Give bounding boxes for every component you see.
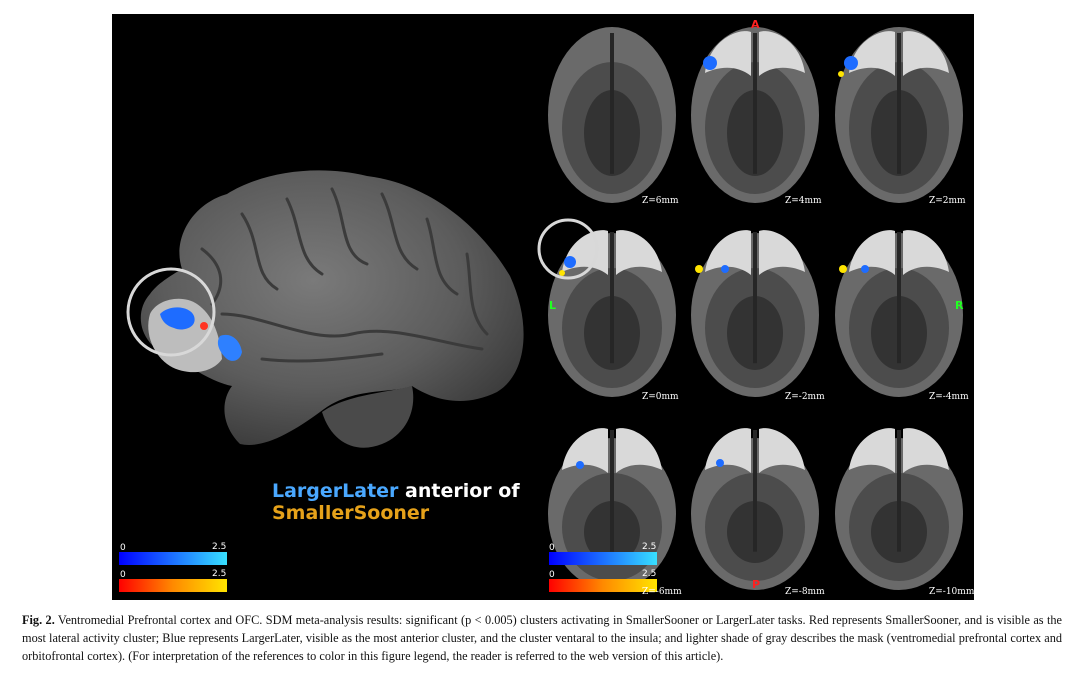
orientation-posterior: P xyxy=(752,578,761,591)
brain-3d-render xyxy=(126,170,524,448)
highlight-circle-3d xyxy=(126,267,216,357)
colorbar-blue-left xyxy=(119,552,227,565)
yellow-cluster xyxy=(559,270,565,276)
legend-smallersooner: SmallerSooner xyxy=(272,502,430,524)
legend-anterior-of: anterior of xyxy=(398,480,520,502)
overlay-legend: LargerLater anterior of SmallerSooner xyxy=(272,480,520,524)
cortex-surface xyxy=(140,170,524,445)
slice-z-label: Z=-2mm xyxy=(785,392,825,402)
colorbar-blue-left-max: 2.5 xyxy=(212,542,227,552)
slice-z-label: Z=0mm xyxy=(642,392,679,402)
axial-slice xyxy=(835,27,963,203)
slice-z-label: Z=-6mm xyxy=(642,587,682,597)
figure-caption: Fig. 2. Ventromedial Prefrontal cortex a… xyxy=(22,611,1062,666)
orientation-anterior: A xyxy=(751,18,760,31)
orientation-left: L xyxy=(549,299,557,312)
blue-cluster xyxy=(721,265,729,273)
slice-z-label: Z=6mm xyxy=(642,196,679,206)
colorbar-red-right-max: 2.5 xyxy=(642,569,657,579)
caption-text: Ventromedial Prefrontal cortex and OFC. … xyxy=(22,613,1062,664)
blue-cluster-anterior xyxy=(160,307,195,330)
blue-cluster xyxy=(716,459,724,467)
yellow-cluster xyxy=(838,71,844,77)
red-cluster xyxy=(200,322,208,330)
axial-slice xyxy=(548,27,676,203)
cerebellum xyxy=(322,386,414,448)
figure-panel: LargerLater anterior of SmallerSooner 0 … xyxy=(112,14,974,600)
axial-slice xyxy=(835,230,963,397)
yellow-cluster xyxy=(839,265,847,273)
colorbar-red-left-min: 0 xyxy=(120,570,126,580)
orientation-right: R xyxy=(955,299,964,312)
caption-label: Fig. 2. xyxy=(22,613,55,627)
blue-cluster xyxy=(861,265,869,273)
colorbar-blue-right-max: 2.5 xyxy=(642,542,657,552)
axial-slice xyxy=(835,428,963,590)
colorbar-blue-right xyxy=(549,552,657,565)
slice-z-label: Z=4mm xyxy=(785,196,822,206)
axial-slice xyxy=(691,428,819,590)
blue-cluster xyxy=(576,461,584,469)
highlight-circle-slice xyxy=(537,218,599,280)
axial-slice xyxy=(691,230,819,397)
legend-largerlater: LargerLater xyxy=(272,480,399,502)
blue-cluster xyxy=(564,256,576,268)
axial-slice xyxy=(548,230,676,397)
slice-z-label: Z=-8mm xyxy=(785,587,825,597)
yellow-cluster xyxy=(695,265,703,273)
colorbar-blue-right-min: 0 xyxy=(549,543,555,553)
blue-cluster xyxy=(844,56,858,70)
blue-cluster xyxy=(703,56,717,70)
colorbar-red-right-min: 0 xyxy=(549,570,555,580)
slice-z-label: Z=2mm xyxy=(929,196,966,206)
colorbar-red-left-max: 2.5 xyxy=(212,569,227,579)
colorbar-red-left xyxy=(119,579,227,592)
slice-z-label: Z=-4mm xyxy=(929,392,969,402)
colorbar-blue-left-min: 0 xyxy=(120,543,126,553)
axial-slice xyxy=(548,428,676,590)
axial-slice xyxy=(691,27,819,203)
blue-cluster-insula xyxy=(217,334,242,361)
slice-z-label: Z=-10mm xyxy=(929,587,974,597)
colorbar-red-right xyxy=(549,579,657,592)
